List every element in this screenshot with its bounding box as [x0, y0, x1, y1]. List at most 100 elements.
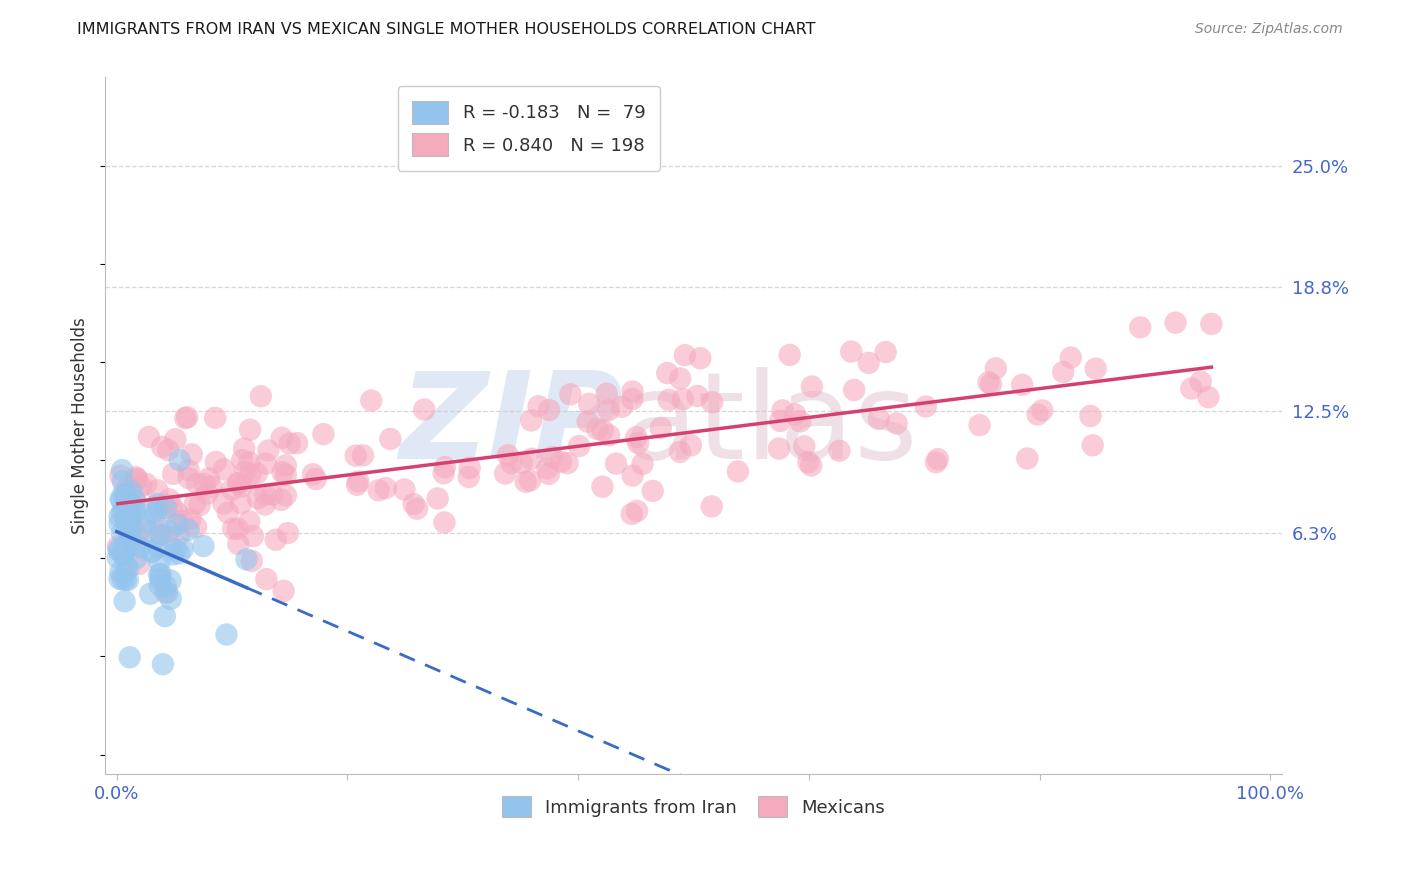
- Point: [115, 493, 138, 508]
- Point: [689, 351, 711, 366]
- Point: [115, 498, 138, 512]
- Point: [1052, 365, 1074, 379]
- Point: [124, 493, 146, 508]
- Point: [669, 371, 692, 385]
- Point: [520, 413, 543, 427]
- Point: [124, 538, 146, 552]
- Point: [274, 467, 297, 482]
- Point: [1084, 361, 1107, 376]
- Point: [515, 475, 537, 489]
- Point: [114, 499, 136, 513]
- Point: [108, 544, 131, 558]
- Point: [536, 461, 558, 475]
- Point: [527, 399, 550, 413]
- Point: [221, 483, 243, 497]
- Point: [141, 544, 163, 558]
- Text: atlas: atlas: [623, 368, 918, 484]
- Point: [124, 506, 146, 520]
- Point: [510, 456, 533, 470]
- Point: [839, 344, 862, 359]
- Point: [591, 480, 613, 494]
- Point: [352, 448, 374, 462]
- Point: [162, 500, 184, 515]
- Point: [184, 497, 207, 511]
- Point: [238, 515, 260, 529]
- Point: [673, 348, 696, 362]
- Point: [627, 436, 650, 450]
- Point: [193, 477, 215, 491]
- Point: [598, 403, 620, 417]
- Point: [270, 431, 292, 445]
- Point: [1197, 390, 1219, 404]
- Point: [186, 476, 208, 491]
- Point: [1201, 317, 1223, 331]
- Point: [152, 657, 174, 672]
- Point: [111, 475, 134, 489]
- Point: [125, 473, 148, 487]
- Point: [426, 491, 449, 506]
- Point: [184, 520, 207, 534]
- Point: [277, 526, 299, 541]
- Point: [198, 471, 221, 485]
- Point: [605, 457, 627, 471]
- Point: [118, 526, 141, 541]
- Point: [111, 492, 134, 507]
- Point: [111, 573, 134, 587]
- Point: [231, 479, 253, 493]
- Point: [226, 537, 249, 551]
- Point: [150, 527, 173, 541]
- Point: [875, 345, 897, 359]
- Point: [107, 542, 129, 557]
- Point: [159, 591, 181, 606]
- Point: [550, 455, 572, 469]
- Point: [598, 428, 620, 442]
- Point: [167, 528, 190, 542]
- Point: [162, 467, 184, 481]
- Point: [114, 538, 136, 552]
- Point: [977, 376, 1000, 390]
- Point: [107, 539, 129, 553]
- Point: [129, 541, 152, 555]
- Point: [621, 392, 644, 406]
- Point: [242, 529, 264, 543]
- Point: [118, 514, 141, 528]
- Point: [496, 448, 519, 462]
- Point: [156, 585, 179, 599]
- Point: [374, 481, 396, 495]
- Point: [501, 456, 523, 470]
- Point: [239, 423, 262, 437]
- Point: [1081, 438, 1104, 452]
- Point: [111, 506, 134, 520]
- Point: [984, 361, 1007, 376]
- Point: [620, 507, 643, 521]
- Point: [112, 486, 135, 500]
- Point: [121, 484, 143, 499]
- Point: [118, 512, 141, 526]
- Legend: Immigrants from Iran, Mexicans: Immigrants from Iran, Mexicans: [495, 789, 893, 824]
- Point: [344, 449, 367, 463]
- Point: [177, 463, 200, 477]
- Point: [118, 535, 141, 549]
- Point: [264, 533, 287, 547]
- Point: [179, 512, 201, 526]
- Point: [346, 477, 368, 491]
- Point: [231, 453, 253, 467]
- Point: [136, 524, 159, 539]
- Point: [148, 567, 170, 582]
- Point: [432, 467, 454, 481]
- Point: [413, 402, 436, 417]
- Point: [212, 462, 235, 476]
- Point: [246, 491, 269, 506]
- Point: [229, 496, 252, 510]
- Point: [115, 487, 138, 501]
- Point: [120, 496, 142, 510]
- Point: [274, 458, 297, 473]
- Point: [626, 430, 648, 444]
- Point: [111, 463, 134, 477]
- Point: [155, 501, 177, 516]
- Point: [1189, 375, 1212, 389]
- Point: [153, 609, 176, 624]
- Point: [149, 578, 172, 592]
- Point: [177, 471, 200, 485]
- Point: [166, 506, 188, 520]
